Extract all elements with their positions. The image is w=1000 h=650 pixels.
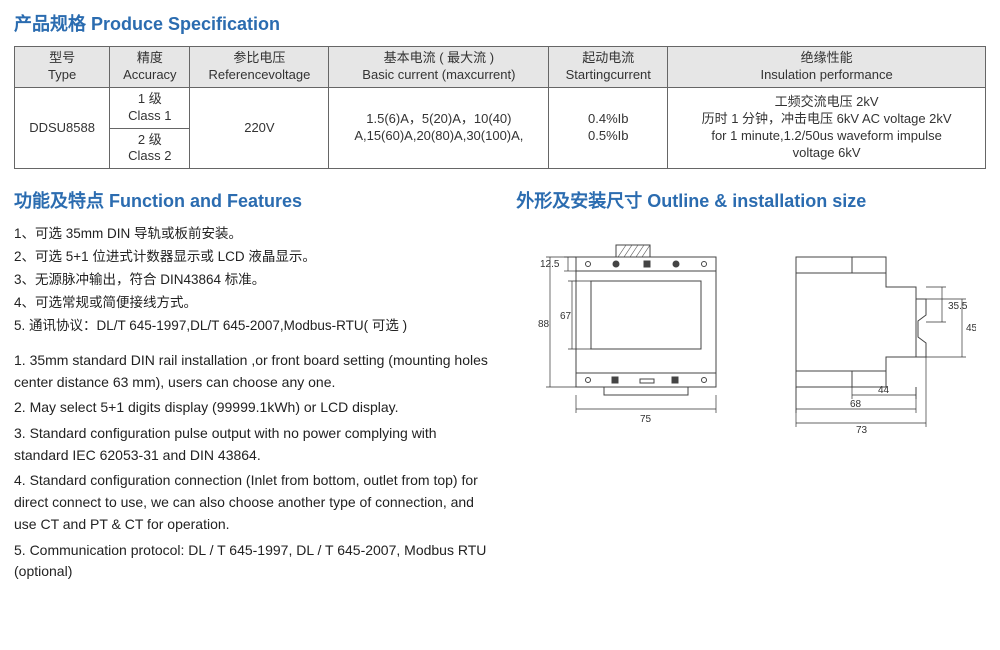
feature-cn: 3、无源脉冲输出，符合 DIN43864 标准。 bbox=[14, 269, 490, 292]
feature-en: 5. Communication protocol: DL / T 645-19… bbox=[14, 540, 490, 583]
feature-en: 3. Standard configuration pulse output w… bbox=[14, 423, 490, 466]
spec-title: 产品规格 Produce Specification bbox=[14, 10, 986, 36]
feature-cn: 2、可选 5+1 位进式计数器显示或 LCD 液晶显示。 bbox=[14, 246, 490, 269]
cell-refvolt: 220V bbox=[190, 87, 329, 169]
outline-title: 外形及安装尺寸 Outline & installation size bbox=[516, 187, 976, 213]
feature-en: 1. 35mm standard DIN rail installation ,… bbox=[14, 350, 490, 393]
th-basic: 基本电流 ( 最大流 )Basic current (maxcurrent) bbox=[329, 47, 549, 88]
features-en-list: 1. 35mm standard DIN rail installation ,… bbox=[14, 350, 490, 583]
dim-label: 35.5 bbox=[948, 301, 968, 312]
cell-basic: 1.5(6)A，5(20)A，10(40)A,15(60)A,20(80)A,3… bbox=[329, 87, 549, 169]
th-type: 型号Type bbox=[15, 47, 110, 88]
dim-label: 75 bbox=[640, 414, 652, 425]
th-accuracy: 精度Accuracy bbox=[110, 47, 190, 88]
feature-cn: 5. 通讯协议：DL/T 645-1997,DL/T 645-2007,Modb… bbox=[14, 315, 490, 338]
cell-accuracy2: 2 级Class 2 bbox=[110, 128, 190, 169]
outline-diagram: 12.5 88 67 75 bbox=[516, 237, 976, 437]
th-refvolt: 参比电压Referencevoltage bbox=[190, 47, 329, 88]
cell-insul: 工频交流电压 2kV 历时 1 分钟，冲击电压 6kV AC voltage 2… bbox=[668, 87, 986, 169]
table-header-row: 型号Type 精度Accuracy 参比电压Referencevoltage 基… bbox=[15, 47, 986, 88]
cell-accuracy1: 1 级Class 1 bbox=[110, 87, 190, 128]
th-start: 起动电流Startingcurrent bbox=[549, 47, 668, 88]
cell-start: 0.4%Ib0.5%Ib bbox=[549, 87, 668, 169]
front-view-diagram: 12.5 88 67 75 bbox=[516, 237, 736, 437]
side-view-diagram: 35.5 45 44 68 73 bbox=[766, 237, 976, 437]
features-cn-list: 1、可选 35mm DIN 导轨或板前安装。 2、可选 5+1 位进式计数器显示… bbox=[14, 223, 490, 338]
dim-label: 73 bbox=[856, 425, 868, 436]
dim-label: 88 bbox=[538, 319, 550, 330]
feature-en: 4. Standard configuration connection (In… bbox=[14, 470, 490, 535]
th-insul: 绝缘性能Insulation performance bbox=[668, 47, 986, 88]
cell-type: DDSU8588 bbox=[15, 87, 110, 169]
dim-label: 67 bbox=[560, 311, 572, 322]
table-row: DDSU8588 1 级Class 1 220V 1.5(6)A，5(20)A，… bbox=[15, 87, 986, 128]
features-title: 功能及特点 Function and Features bbox=[14, 187, 490, 213]
dim-label: 45 bbox=[966, 323, 976, 334]
feature-cn: 1、可选 35mm DIN 导轨或板前安装。 bbox=[14, 223, 490, 246]
spec-table: 型号Type 精度Accuracy 参比电压Referencevoltage 基… bbox=[14, 46, 986, 169]
feature-cn: 4、可选常规或简便接线方式。 bbox=[14, 292, 490, 315]
dim-label: 44 bbox=[878, 385, 890, 396]
dim-label: 68 bbox=[850, 399, 862, 410]
feature-en: 2. May select 5+1 digits display (99999.… bbox=[14, 397, 490, 419]
